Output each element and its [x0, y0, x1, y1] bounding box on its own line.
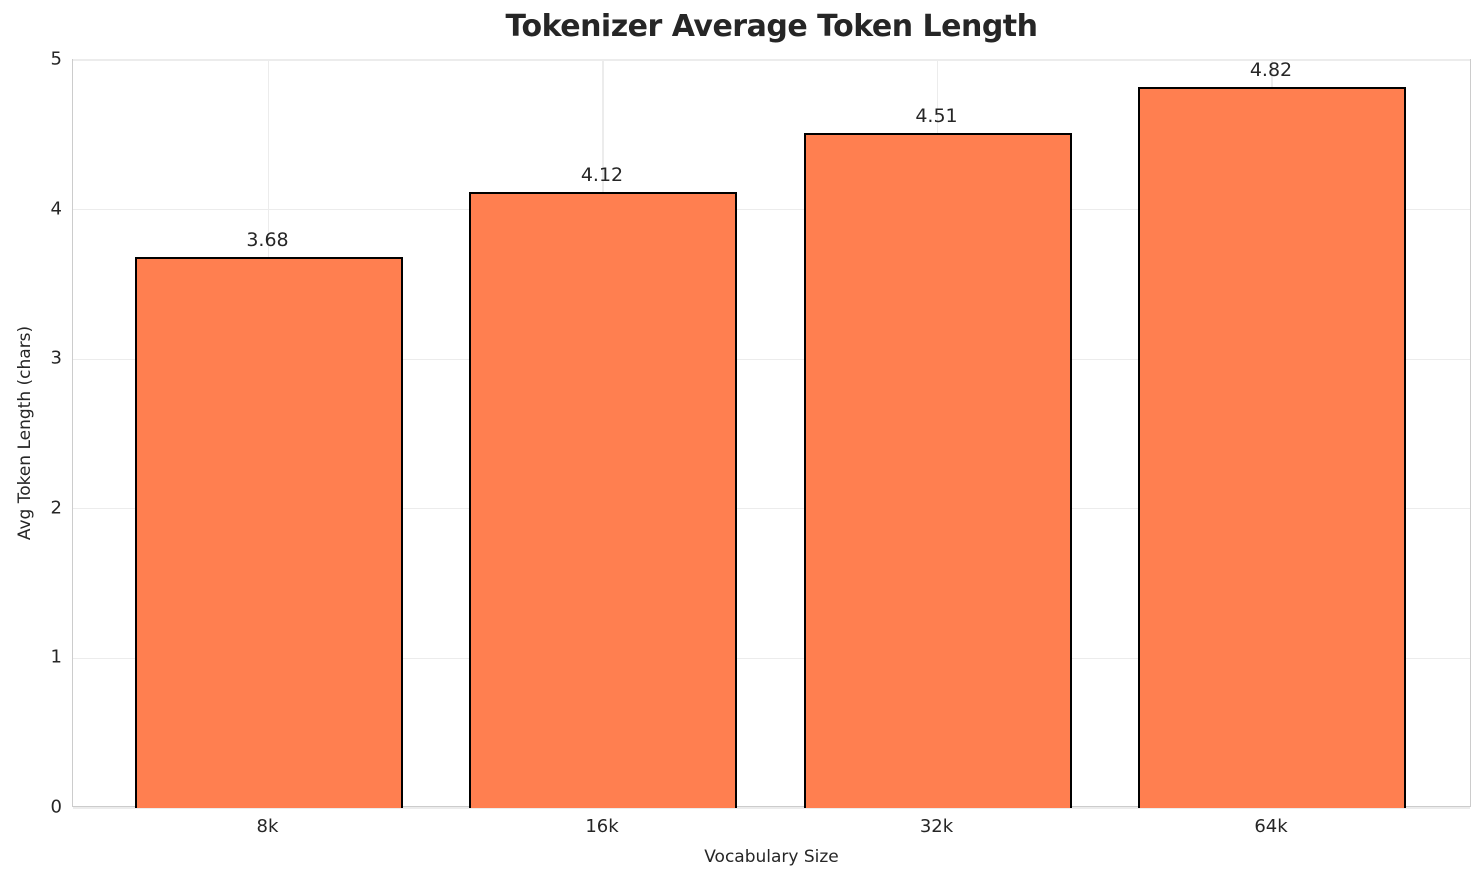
- gridline-horizontal: [73, 508, 1470, 510]
- bar-value-label: 4.51: [915, 105, 958, 128]
- y-tick-label: 1: [50, 646, 62, 668]
- bar-value-label: 3.68: [246, 229, 289, 252]
- gridline-horizontal: [73, 807, 1470, 809]
- bar-8k: [134, 257, 403, 808]
- gridline-horizontal: [73, 657, 1470, 660]
- bar-value-label: 4.12: [580, 163, 624, 186]
- x-tick-label-16k: 16k: [585, 816, 619, 837]
- bar-32k: [803, 133, 1072, 808]
- x-tick-label-32k: 32k: [919, 816, 954, 837]
- x-axis-label: Vocabulary Size: [704, 847, 839, 867]
- y-tick-label: 3: [50, 347, 62, 369]
- x-tick-label-64k: 64k: [1254, 816, 1288, 837]
- y-tick-label: 2: [50, 497, 62, 519]
- x-tick-label-8k: 8k: [256, 816, 279, 837]
- y-tick-label: 4: [50, 198, 62, 220]
- y-tick-label: 0: [50, 796, 62, 818]
- bar-16k: [469, 191, 737, 808]
- gridline-horizontal: [73, 358, 1470, 360]
- y-tick-label: 5: [50, 48, 62, 70]
- chart-title: Tokenizer Average Token Length: [505, 9, 1038, 44]
- y-axis-label: Avg Token Length (chars): [15, 325, 35, 541]
- gridline-horizontal: [73, 59, 1470, 61]
- plot-area: [72, 59, 1471, 809]
- bar-value-label: 4.82: [1249, 58, 1293, 81]
- bar-64k: [1138, 86, 1406, 808]
- gridline-horizontal: [73, 208, 1470, 211]
